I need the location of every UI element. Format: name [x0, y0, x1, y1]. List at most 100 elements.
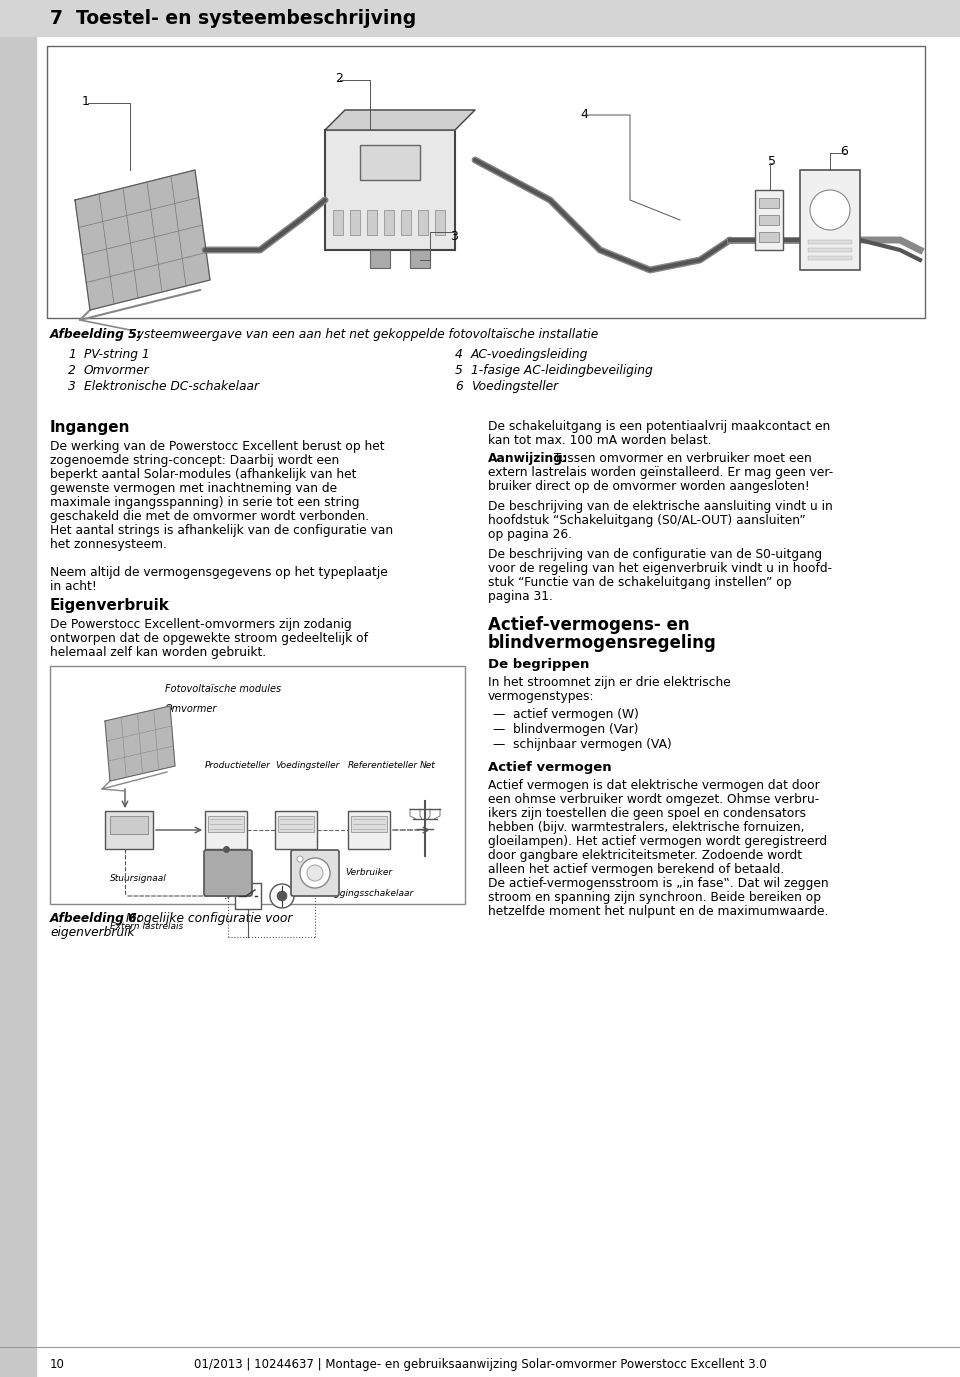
Text: extern lastrelais worden geïnstalleerd. Er mag geen ver-: extern lastrelais worden geïnstalleerd. …: [488, 465, 833, 479]
Text: een ohmse verbruiker wordt omgezet. Ohmse verbru-: een ohmse verbruiker wordt omgezet. Ohms…: [488, 793, 819, 806]
Text: 3: 3: [450, 230, 458, 242]
Text: 3: 3: [68, 380, 76, 392]
Bar: [278, 817, 314, 832]
Bar: [367, 211, 377, 235]
Text: Mogelijke configuratie voor: Mogelijke configuratie voor: [122, 912, 293, 925]
Text: hoofdstuk “Schakeluitgang (S0/AL-OUT) aansluiten”: hoofdstuk “Schakeluitgang (S0/AL-OUT) aa…: [488, 514, 805, 527]
Circle shape: [307, 865, 323, 881]
Bar: [0, 0, 36, 1377]
Circle shape: [810, 190, 850, 230]
Text: 4: 4: [580, 107, 588, 121]
Text: hetzelfde moment het nulpunt en de maximumwaarde.: hetzelfde moment het nulpunt en de maxim…: [488, 905, 828, 918]
Bar: [435, 211, 445, 235]
Text: alleen het actief vermogen berekend of betaald.: alleen het actief vermogen berekend of b…: [488, 863, 784, 876]
Text: De Powerstocc Excellent-omvormers zijn zodanig: De Powerstocc Excellent-omvormers zijn z…: [50, 618, 351, 631]
Text: 1: 1: [82, 95, 90, 107]
Text: stuk “Functie van de schakeluitgang instellen” op: stuk “Functie van de schakeluitgang inst…: [488, 576, 791, 589]
Circle shape: [270, 884, 294, 907]
FancyBboxPatch shape: [204, 850, 252, 896]
Text: eigenverbruik: eigenverbruik: [50, 925, 134, 939]
Text: Elektronische DC-schakelaar: Elektronische DC-schakelaar: [84, 380, 259, 392]
Bar: [410, 251, 430, 269]
Text: bruiker direct op de omvormer worden aangesloten!: bruiker direct op de omvormer worden aan…: [488, 481, 809, 493]
Text: Omvormer: Omvormer: [84, 364, 150, 377]
Bar: [275, 811, 317, 850]
Text: Ingangen: Ingangen: [50, 420, 131, 435]
Text: 10: 10: [50, 1358, 65, 1371]
Text: 2: 2: [335, 72, 343, 85]
Bar: [755, 190, 783, 251]
Text: De beschrijving van de elektrische aansluiting vindt u in: De beschrijving van de elektrische aansl…: [488, 500, 832, 514]
Bar: [333, 211, 343, 235]
Text: voor de regeling van het eigenverbruik vindt u in hoofd-: voor de regeling van het eigenverbruik v…: [488, 562, 832, 576]
Text: Afbeelding 6:: Afbeelding 6:: [50, 912, 142, 925]
Text: Tussen omvormer en verbruiker moet een: Tussen omvormer en verbruiker moet een: [550, 452, 812, 465]
Text: het zonnesysteem.: het zonnesysteem.: [50, 538, 167, 551]
Text: Actief vermogen: Actief vermogen: [488, 761, 612, 774]
Text: Eigenverbruik: Eigenverbruik: [50, 598, 170, 613]
Bar: [105, 811, 153, 850]
Text: ~: ~: [222, 879, 234, 894]
Bar: [759, 198, 779, 208]
Text: Afbeelding 5:: Afbeelding 5:: [50, 328, 142, 341]
Bar: [808, 240, 852, 244]
Text: In het stroomnet zijn er drie elektrische: In het stroomnet zijn er drie elektrisch…: [488, 676, 731, 688]
Text: Actief-vermogens- en: Actief-vermogens- en: [488, 616, 689, 633]
Text: AC-voedingsleiding: AC-voedingsleiding: [471, 348, 588, 361]
Text: 1-fasige AC-leidingbeveiliging: 1-fasige AC-leidingbeveiliging: [471, 364, 653, 377]
Bar: [208, 817, 244, 832]
Text: De actief-vermogensstroom is „in fase‟. Dat wil zeggen: De actief-vermogensstroom is „in fase‟. …: [488, 877, 828, 890]
Bar: [759, 215, 779, 224]
Text: hebben (bijv. warmtestralers, elektrische fornuizen,: hebben (bijv. warmtestralers, elektrisch…: [488, 821, 804, 834]
Bar: [348, 811, 390, 850]
Text: 6: 6: [455, 380, 463, 392]
Bar: [205, 811, 247, 850]
Bar: [325, 129, 455, 251]
Bar: [418, 211, 428, 235]
Text: Referentieteller: Referentieteller: [348, 761, 419, 770]
Text: kWh: kWh: [122, 822, 136, 828]
Text: —  blindvermogen (Var): — blindvermogen (Var): [493, 723, 638, 735]
Text: kWh: kWh: [381, 157, 399, 167]
Text: ikers zijn toestellen die geen spoel en condensators: ikers zijn toestellen die geen spoel en …: [488, 807, 806, 819]
Bar: [370, 251, 390, 269]
Text: 6: 6: [840, 145, 848, 158]
Text: op pagina 26.: op pagina 26.: [488, 527, 572, 541]
Text: beperkt aantal Solar-modules (afhankelijk van het: beperkt aantal Solar-modules (afhankelij…: [50, 468, 356, 481]
Text: in acht!: in acht!: [50, 580, 97, 593]
Text: zogenoemde string-concept: Daarbij wordt een: zogenoemde string-concept: Daarbij wordt…: [50, 454, 339, 467]
Text: De werking van de Powerstocc Excellent berust op het: De werking van de Powerstocc Excellent b…: [50, 441, 385, 453]
Text: geschakeld die met de omvormer wordt verbonden.: geschakeld die met de omvormer wordt ver…: [50, 509, 370, 523]
Text: Verbruiker: Verbruiker: [345, 868, 392, 877]
Text: De begrippen: De begrippen: [488, 658, 589, 671]
Polygon shape: [105, 706, 175, 781]
Text: Neem altijd de vermogensgegevens op het typeplaatje: Neem altijd de vermogensgegevens op het …: [50, 566, 388, 578]
Text: ontworpen dat de opgewekte stroom gedeeltelijk of: ontworpen dat de opgewekte stroom gedeel…: [50, 632, 368, 644]
Bar: [47, 45, 925, 318]
Text: 4: 4: [455, 348, 463, 361]
Text: De schakeluitgang is een potentiaalvrij maakcontact en: De schakeluitgang is een potentiaalvrij …: [488, 420, 830, 432]
Polygon shape: [75, 169, 210, 310]
Text: door gangbare elektriciteitsmeter. Zodoende wordt: door gangbare elektriciteitsmeter. Zodoe…: [488, 850, 803, 862]
Text: Productieteller: Productieteller: [205, 761, 271, 770]
Text: gewenste vermogen met inachtneming van de: gewenste vermogen met inachtneming van d…: [50, 482, 337, 494]
Text: Net: Net: [420, 761, 436, 770]
Text: Systeemweergave van een aan het net gekoppelde fotovoltaïsche installatie: Systeemweergave van een aan het net geko…: [125, 328, 598, 341]
Bar: [235, 883, 261, 909]
Text: blindvermogensregeling: blindvermogensregeling: [488, 633, 717, 651]
Bar: [384, 211, 394, 235]
Polygon shape: [325, 110, 475, 129]
Text: gloeilampen). Het actief vermogen wordt geregistreerd: gloeilampen). Het actief vermogen wordt …: [488, 834, 828, 848]
Bar: [50, 666, 465, 903]
Text: De beschrijving van de configuratie van de S0-uitgang: De beschrijving van de configuratie van …: [488, 548, 822, 560]
Text: Omvormer: Omvormer: [165, 704, 217, 715]
Text: 01/2013 | 10244637 | Montage- en gebruiksaanwijzing Solar-omvormer Powerstocc Ex: 01/2013 | 10244637 | Montage- en gebruik…: [194, 1358, 766, 1371]
Text: —  schijnbaar vermogen (VA): — schijnbaar vermogen (VA): [493, 738, 672, 750]
Text: Fotovoltaïsche modules: Fotovoltaïsche modules: [165, 684, 281, 694]
Text: Extern lastrelais: Extern lastrelais: [110, 923, 183, 931]
Text: 5: 5: [455, 364, 463, 377]
Text: 2: 2: [68, 364, 76, 377]
Bar: [759, 231, 779, 242]
Text: Voedingsteller: Voedingsteller: [471, 380, 558, 392]
Text: Het aantal strings is afhankelijk van de configuratie van: Het aantal strings is afhankelijk van de…: [50, 525, 394, 537]
